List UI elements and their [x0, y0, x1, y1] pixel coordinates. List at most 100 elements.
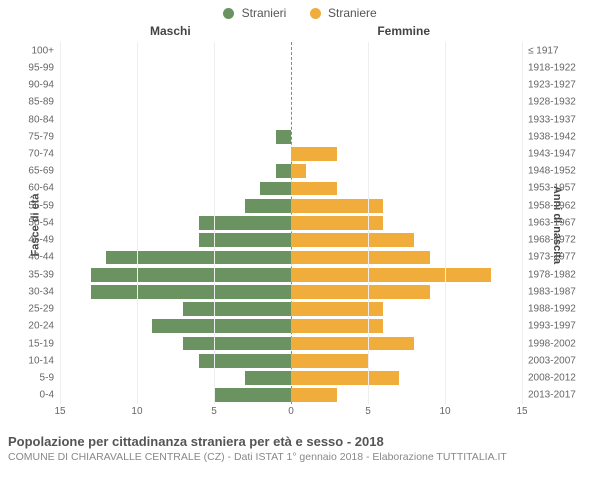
bar-male: [91, 268, 291, 282]
age-row: 0-42013-2017: [60, 387, 522, 404]
bar-female: [291, 371, 399, 385]
bar-male: [199, 233, 291, 247]
age-row: 40-441973-1977: [60, 249, 522, 266]
age-row: 80-841933-1937: [60, 111, 522, 128]
age-label: 75-79: [28, 131, 60, 142]
age-label: 25-29: [28, 304, 60, 315]
bar-female: [291, 337, 414, 351]
age-row: 55-591958-1962: [60, 197, 522, 214]
x-tick-label: 10: [439, 406, 450, 417]
caption: Popolazione per cittadinanza straniera p…: [0, 430, 600, 463]
legend: Stranieri Straniere: [0, 0, 600, 20]
bar-male: [245, 199, 291, 213]
x-tick-label: 15: [54, 406, 65, 417]
age-row: 15-191998-2002: [60, 335, 522, 352]
age-row: 35-391978-1982: [60, 266, 522, 283]
age-row: 30-341983-1987: [60, 283, 522, 300]
bar-male: [199, 354, 291, 368]
bar-female: [291, 251, 430, 265]
legend-swatch-female: [310, 8, 321, 19]
caption-subtitle: COMUNE DI CHIARAVALLE CENTRALE (CZ) - Da…: [8, 451, 592, 463]
grid-line: [445, 42, 446, 404]
x-tick-label: 15: [516, 406, 527, 417]
bar-female: [291, 268, 491, 282]
age-label: 95-99: [28, 62, 60, 73]
grid-line: [522, 42, 523, 404]
grid-line: [214, 42, 215, 404]
bar-male: [183, 337, 291, 351]
bar-female: [291, 319, 383, 333]
age-label: 5-9: [40, 373, 60, 384]
birth-year-label: 1958-1962: [522, 200, 576, 211]
age-label: 30-34: [28, 286, 60, 297]
birth-year-label: 1928-1932: [522, 97, 576, 108]
age-row: 90-941923-1927: [60, 76, 522, 93]
x-axis-ticks: 15105051015: [60, 406, 522, 420]
grid-line: [137, 42, 138, 404]
legend-swatch-male: [223, 8, 234, 19]
age-row: 100+≤ 1917: [60, 42, 522, 59]
bar-female: [291, 182, 337, 196]
bar-male: [214, 388, 291, 402]
age-label: 70-74: [28, 149, 60, 160]
bar-male: [245, 371, 291, 385]
pyramid-chart: Stranieri Straniere Maschi Femmine Fasce…: [0, 0, 600, 500]
bar-female: [291, 285, 430, 299]
age-row: 60-641953-1957: [60, 180, 522, 197]
bar-female: [291, 233, 414, 247]
plot-area: Maschi Femmine Fasce di età Anni di nasc…: [0, 20, 600, 430]
age-label: 45-49: [28, 235, 60, 246]
birth-year-label: 2003-2007: [522, 355, 576, 366]
birth-year-label: 1978-1982: [522, 269, 576, 280]
birth-year-label: 1938-1942: [522, 131, 576, 142]
age-label: 0-4: [40, 390, 60, 401]
bar-male: [276, 130, 291, 144]
birth-year-label: ≤ 1917: [522, 45, 559, 56]
bar-female: [291, 302, 383, 316]
birth-year-label: 1923-1927: [522, 80, 576, 91]
birth-year-label: 1973-1977: [522, 252, 576, 263]
age-label: 90-94: [28, 80, 60, 91]
age-row: 50-541963-1967: [60, 214, 522, 231]
age-row: 70-741943-1947: [60, 145, 522, 162]
age-label: 40-44: [28, 252, 60, 263]
age-label: 100+: [31, 45, 60, 56]
caption-title: Popolazione per cittadinanza straniera p…: [8, 434, 592, 449]
birth-year-label: 2008-2012: [522, 373, 576, 384]
age-row: 20-241993-1997: [60, 318, 522, 335]
bar-male: [91, 285, 291, 299]
age-row: 65-691948-1952: [60, 163, 522, 180]
age-label: 15-19: [28, 338, 60, 349]
age-row: 45-491968-1972: [60, 232, 522, 249]
age-label: 35-39: [28, 269, 60, 280]
age-label: 50-54: [28, 217, 60, 228]
birth-year-label: 1933-1937: [522, 114, 576, 125]
age-label: 60-64: [28, 183, 60, 194]
birth-year-label: 1918-1922: [522, 62, 576, 73]
grid-line: [60, 42, 61, 404]
grid-line: [368, 42, 369, 404]
birth-year-label: 1993-1997: [522, 321, 576, 332]
birth-year-label: 1988-1992: [522, 304, 576, 315]
age-row: 75-791938-1942: [60, 128, 522, 145]
bar-female: [291, 164, 306, 178]
bar-male: [183, 302, 291, 316]
bar-female: [291, 216, 383, 230]
legend-item-male: Stranieri: [223, 6, 286, 20]
bar-male: [106, 251, 291, 265]
age-label: 80-84: [28, 114, 60, 125]
legend-label-male: Stranieri: [242, 6, 287, 20]
column-title-male: Maschi: [150, 24, 191, 38]
age-label: 55-59: [28, 200, 60, 211]
bar-female: [291, 388, 337, 402]
birth-year-label: 2013-2017: [522, 390, 576, 401]
birth-year-label: 1948-1952: [522, 166, 576, 177]
age-label: 10-14: [28, 355, 60, 366]
age-label: 20-24: [28, 321, 60, 332]
bar-male: [199, 216, 291, 230]
legend-item-female: Straniere: [310, 6, 377, 20]
age-row: 5-92008-2012: [60, 369, 522, 386]
age-row: 10-142003-2007: [60, 352, 522, 369]
bar-male: [260, 182, 291, 196]
x-tick-label: 10: [131, 406, 142, 417]
